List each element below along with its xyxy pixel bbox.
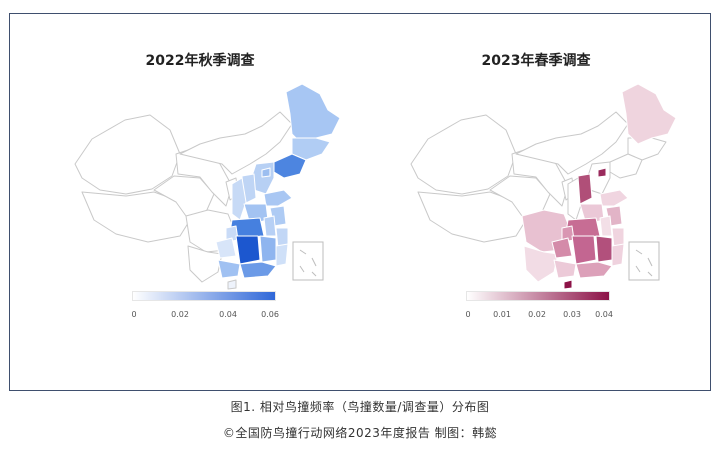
- china-map-spring-2023: [410, 83, 677, 290]
- province-jiangxi: [259, 235, 277, 263]
- legend-tick: 0.02: [528, 310, 546, 319]
- province-tibet: [417, 191, 527, 243]
- legend-tick: 0.03: [563, 310, 581, 319]
- province-shaanxi: [231, 177, 247, 221]
- province-heilongjiang: [285, 83, 341, 145]
- south-china-sea-inset: [292, 241, 324, 281]
- map-panel-spring-2023: 2023年春季调查: [366, 14, 706, 390]
- china-map-autumn-2022: [74, 83, 341, 290]
- legend-tick: 0.01: [493, 310, 511, 319]
- legend-gradient-bar: [132, 291, 276, 301]
- figure-caption: 图1. 相对鸟撞频率（鸟撞数量/调查量）分布图: [230, 400, 490, 414]
- province-xinjiang: [410, 114, 517, 195]
- province-yunnan: [187, 245, 223, 283]
- map-panel-autumn-2022: 2022年秋季调查: [30, 14, 370, 390]
- map-title-spring-2023: 2023年春季调查: [481, 53, 591, 69]
- figure-frame: 2022年秋季调查: [9, 13, 711, 391]
- province-hunan: [235, 235, 261, 265]
- province-anhui: [263, 215, 277, 237]
- province-fujian: [275, 243, 289, 267]
- legend-tick: 0: [465, 310, 471, 319]
- province-heilongjiang: [621, 83, 677, 145]
- province-guangdong: [239, 261, 277, 279]
- province-hainan: [227, 279, 237, 290]
- province-guizhou: [215, 237, 237, 259]
- legend-tick: 0.04: [595, 310, 613, 319]
- province-jiangxi: [595, 235, 613, 263]
- province-qinghai: [489, 175, 551, 217]
- province-liaoning: [609, 153, 643, 179]
- province-anhui: [599, 215, 613, 237]
- legend-tick: 0.06: [261, 310, 279, 319]
- province-hunan: [571, 235, 597, 265]
- province-guangxi: [217, 259, 241, 279]
- figure-credit: ©全国防鸟撞行动网络2023年度报告 制图：韩懿: [222, 426, 498, 440]
- legend-tick: 0.04: [219, 310, 237, 319]
- province-guizhou: [551, 237, 573, 259]
- province-shanxi: [577, 173, 593, 205]
- legend-tick: 0: [131, 310, 137, 319]
- legend-gradient-bar: [466, 291, 610, 301]
- province-tibet: [81, 191, 191, 243]
- province-shandong: [263, 189, 293, 207]
- province-beijing: [261, 167, 271, 178]
- map-title-autumn-2022: 2022年秋季调查: [145, 53, 255, 69]
- legend-tick: 0.02: [171, 310, 189, 319]
- province-xinjiang: [74, 114, 181, 195]
- province-yunnan: [523, 245, 559, 283]
- province-shandong: [599, 189, 629, 207]
- province-liaoning: [273, 153, 307, 179]
- province-qinghai: [153, 175, 215, 217]
- province-beijing: [597, 167, 607, 178]
- province-guangdong: [575, 261, 613, 279]
- province-hainan: [563, 279, 573, 290]
- south-china-sea-inset: [628, 241, 660, 281]
- province-guangxi: [553, 259, 577, 279]
- province-fujian: [611, 243, 625, 267]
